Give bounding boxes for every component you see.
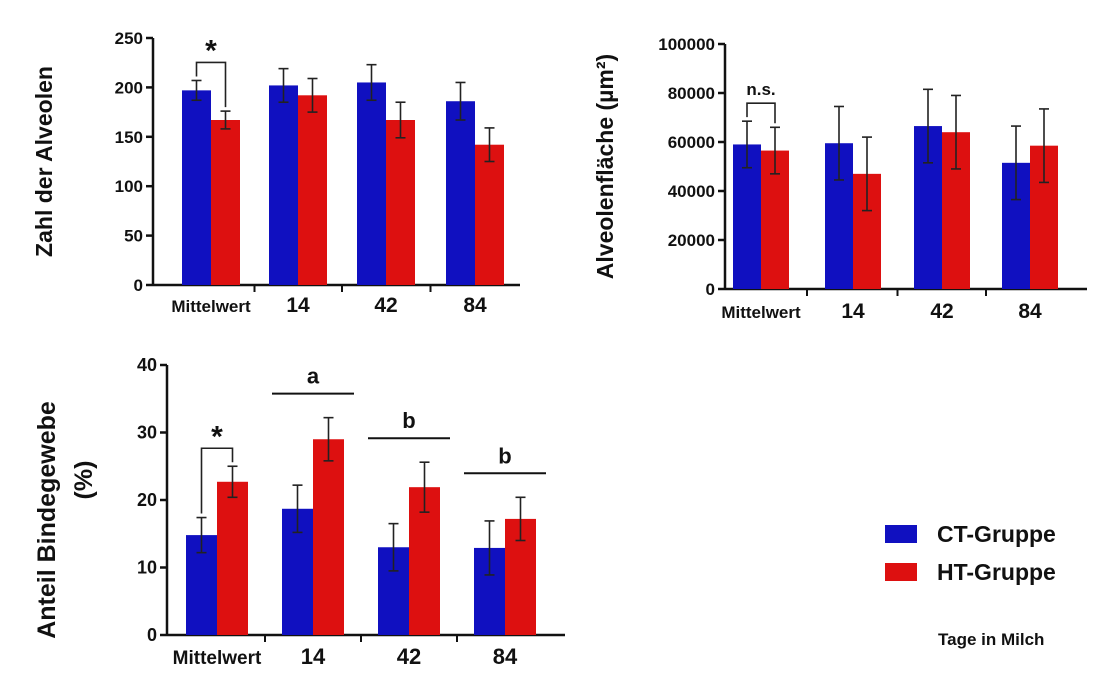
y-tick-label: 10 [137, 558, 157, 578]
y-tick-label: 100 [115, 177, 143, 196]
legend-label-ct: CT-Gruppe [937, 520, 1056, 547]
y-tick-label: 0 [134, 276, 143, 295]
x-tick-label: 14 [286, 294, 310, 317]
bar [475, 144, 504, 285]
chart-alveolen-area: 0 20000 40000 60000 80000 100000 Mittelwert 14 4… [592, 35, 1087, 323]
legend-swatch-ht [885, 563, 917, 581]
y-tick-label: 40000 [668, 182, 715, 201]
group-label: a [307, 364, 320, 389]
x-tick-label: 14 [301, 644, 326, 669]
x-tick-label: Mittelwert [721, 303, 801, 322]
x-tick-label: Mittelwert [171, 297, 251, 316]
x-tick-label: 42 [397, 644, 421, 669]
y-tick-label: 250 [115, 29, 143, 48]
significance-label: n.s. [746, 80, 775, 99]
chart-alveolen-count: 0 50 100 150 200 250 Mittelwert 14 42 84 Zahl der … [31, 29, 520, 317]
y-tick-label: 20000 [668, 231, 715, 250]
legend-item-ct: CT-Gruppe [885, 515, 1056, 553]
significance-bracket [195, 61, 227, 108]
bar [211, 120, 240, 285]
legend-swatch-ct [885, 525, 917, 543]
bar [357, 82, 386, 286]
x-tick-label: 84 [493, 644, 518, 669]
y-tick-label: 50 [124, 227, 143, 246]
footnote-days-in-milk: Tage in Milch [938, 630, 1045, 649]
group-label: b [402, 408, 415, 433]
significance-bracket [746, 102, 776, 124]
bar [269, 85, 298, 285]
y-axis-label-unit: (%) [70, 461, 98, 500]
legend: CT-Gruppe HT-Gruppe [885, 515, 1056, 591]
chart-connective-tissue: 0 10 20 30 40 Mittelwert 14 42 84 Anteil Bindegew… [33, 355, 565, 669]
y-axis-label: Alveolenfläche (µm²) [592, 54, 618, 279]
bar [446, 101, 475, 286]
y-tick-label: 150 [115, 128, 143, 147]
x-tick-label: 84 [1018, 300, 1042, 323]
y-tick-label: 80000 [668, 84, 715, 103]
y-tick-label: 200 [115, 78, 143, 97]
significance-bracket [200, 447, 234, 514]
x-tick-label: 42 [374, 294, 397, 317]
y-tick-label: 0 [706, 280, 715, 299]
y-tick-label: 20 [137, 490, 157, 510]
x-tick-label: 84 [463, 294, 487, 317]
y-tick-label: 100000 [658, 35, 715, 54]
significance-label: * [205, 34, 217, 67]
group-label: b [498, 443, 511, 468]
y-tick-label: 0 [147, 625, 157, 645]
y-axis-label: Zahl der Alveolen [31, 66, 57, 257]
y-tick-label: 40 [137, 355, 157, 375]
significance-label: * [211, 420, 223, 453]
x-tick-label: Mittelwert [173, 648, 262, 669]
bar [733, 144, 761, 289]
bar [298, 95, 327, 285]
bar [182, 90, 211, 285]
x-tick-label: 14 [841, 300, 865, 323]
bar [217, 481, 248, 635]
bar [386, 120, 415, 285]
legend-item-ht: HT-Gruppe [885, 553, 1056, 591]
x-tick-label: 42 [930, 300, 953, 323]
y-tick-label: 30 [137, 423, 157, 443]
y-axis-label: Anteil Bindegewebe [33, 401, 61, 639]
legend-label-ht: HT-Gruppe [937, 558, 1056, 585]
y-tick-label: 60000 [668, 133, 715, 152]
bar [313, 439, 344, 635]
